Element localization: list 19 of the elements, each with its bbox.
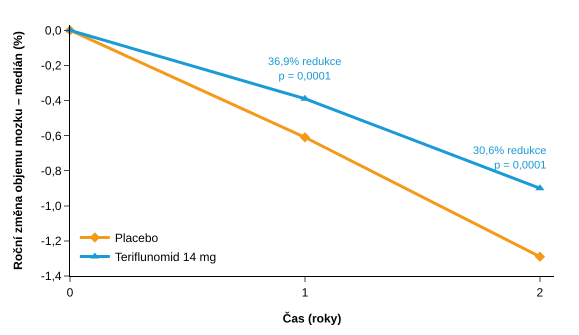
y-axis-title: Roční změna objemu mozku – medián (%) xyxy=(11,31,26,270)
y-tick-label: 0,0 xyxy=(44,23,62,38)
y-tick-label: -1,4 xyxy=(40,269,62,284)
legend-label: Teriflunomid 14 mg xyxy=(114,250,216,264)
legend-label: Placebo xyxy=(114,231,159,246)
y-tick-label: -1,2 xyxy=(40,234,62,248)
y-tick-label: -0,2 xyxy=(40,58,62,73)
x-tick-label: 0 xyxy=(66,285,74,300)
point xyxy=(300,132,310,143)
x-tick-label: 1 xyxy=(302,285,309,300)
y-tick-label: -0,6 xyxy=(40,128,62,143)
annotation: 36,9% redukce p = 0,0001 xyxy=(268,56,342,82)
y-tick-label: -0,8 xyxy=(40,164,62,178)
y-tick-label: -1,0 xyxy=(40,198,62,213)
y-tick-label: -0,4 xyxy=(40,94,62,108)
x-axis-title: Čas (roky) xyxy=(282,311,342,326)
x-tick-label: 2 xyxy=(536,285,544,300)
annotation: 30,6% redukce p = 0,0001 xyxy=(473,145,546,172)
point xyxy=(534,251,546,262)
